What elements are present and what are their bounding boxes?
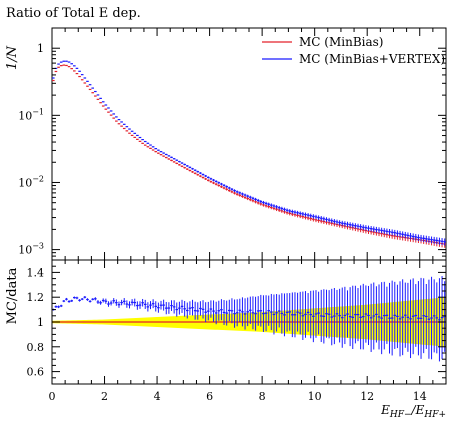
main-y-axis: 1 10−1 10−2 10−3 xyxy=(18,27,446,261)
ratio-y-tick-label: 1.2 xyxy=(27,291,45,304)
legend-label-minbias: MC (MinBias) xyxy=(299,35,383,49)
x-tick-label: 0 xyxy=(49,390,56,403)
y-tick-label: 10−3 xyxy=(18,242,44,257)
y-tick-label: 10−2 xyxy=(18,174,44,189)
ratio-y-axis: 0.6 0.8 1 1.2 1.4 xyxy=(27,259,446,385)
x-tick-label: 8 xyxy=(259,390,266,403)
ratio-y-axis-label: MC/data xyxy=(5,267,20,324)
x-tick-label: 10 xyxy=(308,390,322,403)
ratio-y-tick-label: 1 xyxy=(37,316,44,329)
ratio-plot-marks xyxy=(52,276,446,362)
ratio-y-tick-label: 1.4 xyxy=(27,266,45,279)
ratio-series-minbias-vertex xyxy=(52,276,446,362)
ratio-x-axis: 0 2 4 6 8 10 12 14 xyxy=(49,260,447,403)
x-tick-label: 14 xyxy=(413,390,427,403)
main-y-axis-label: 1/N xyxy=(5,45,20,70)
series-minbias-vertex xyxy=(52,60,446,246)
chart-title: Ratio of Total E dep. xyxy=(6,6,141,21)
main-x-axis xyxy=(51,28,447,260)
ratio-plot-panel: 0.6 0.8 1 1.2 1.4 0 2 4 6 8 10 12 14 MC/data xyxy=(5,259,447,403)
x-axis-label: EHF−/EHF+ xyxy=(380,403,446,420)
y-tick-label: 10−1 xyxy=(18,107,44,122)
legend: MC (MinBias) MC (MinBias+VERTEX) xyxy=(262,35,445,66)
legend-label-minbias-vertex: MC (MinBias+VERTEX) xyxy=(299,52,445,66)
x-tick-label: 2 xyxy=(101,390,108,403)
ratio-y-tick-label: 0.6 xyxy=(27,366,45,379)
main-plot-marks xyxy=(52,60,446,248)
ratio-y-tick-label: 0.8 xyxy=(27,341,45,354)
x-tick-label: 12 xyxy=(360,390,374,403)
x-tick-label: 6 xyxy=(206,390,213,403)
x-tick-label: 4 xyxy=(154,390,161,403)
y-tick-label: 1 xyxy=(37,42,44,55)
series-minbias xyxy=(52,64,446,248)
main-plot-panel: 1 10−1 10−2 10−3 1/N xyxy=(5,27,447,261)
